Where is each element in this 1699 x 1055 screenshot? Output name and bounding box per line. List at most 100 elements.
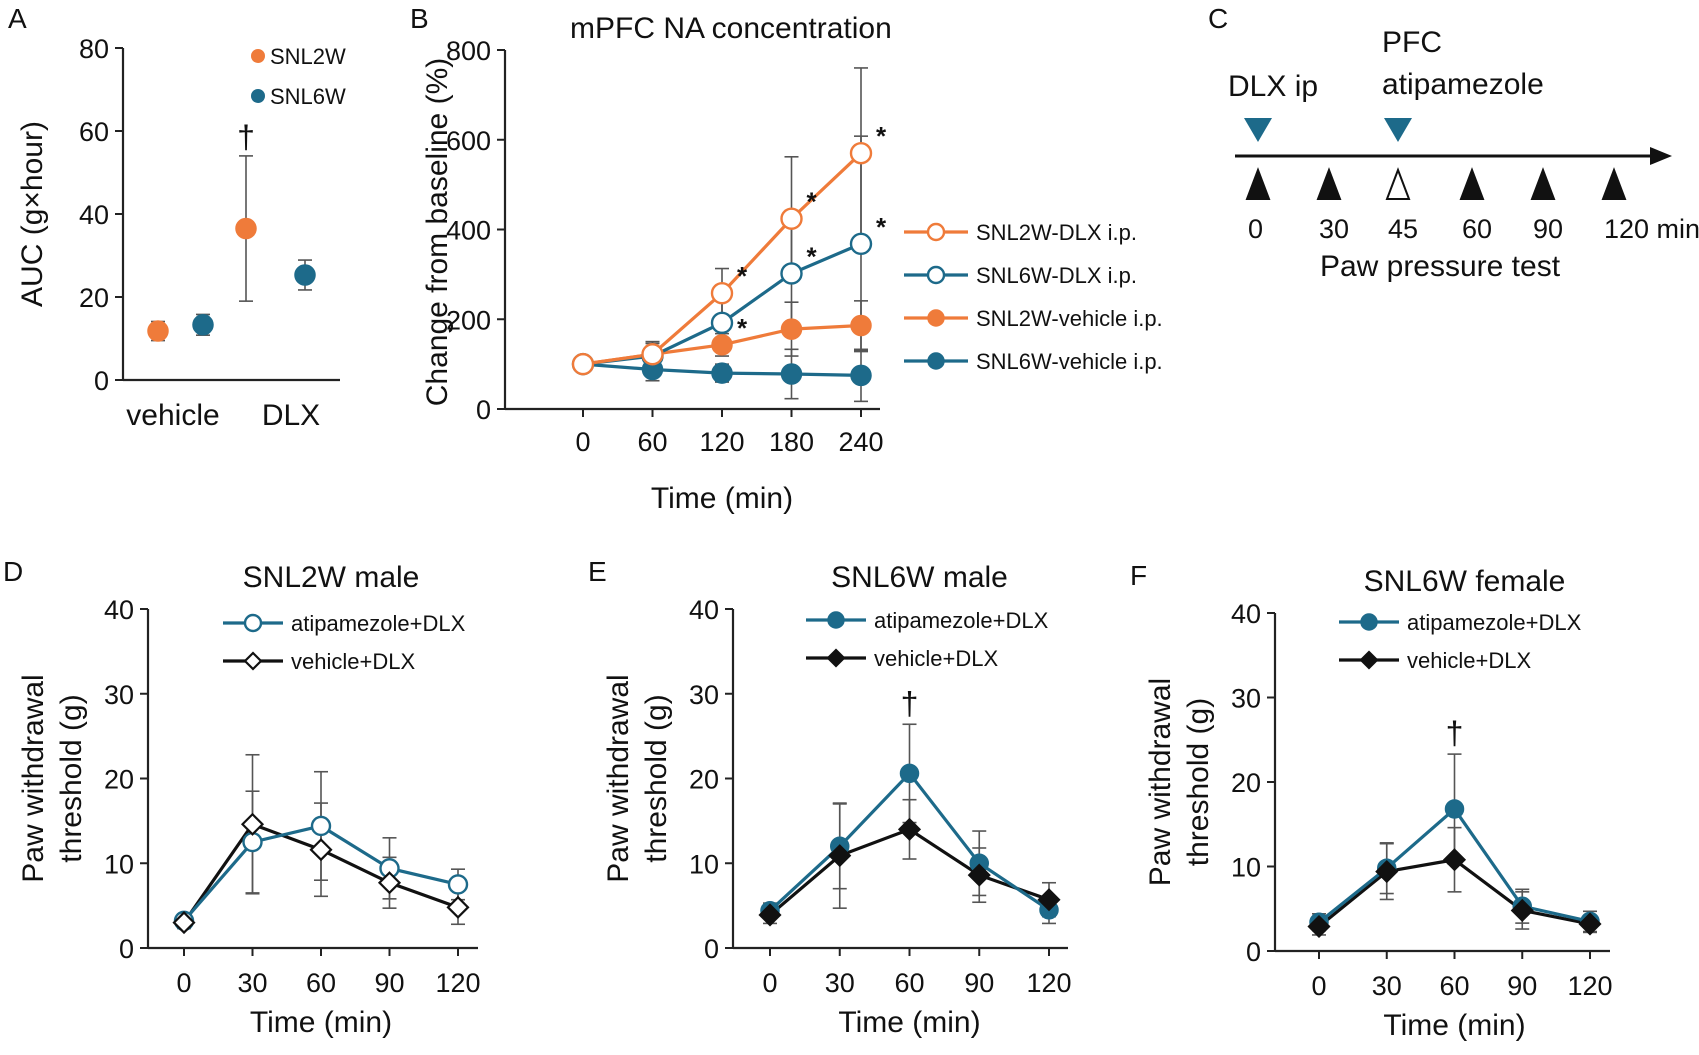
x-tick-label: 120 <box>435 968 480 998</box>
data-point-snl2w-dlx-i-p <box>849 142 873 165</box>
y-tick-label: 20 <box>79 283 109 313</box>
significance-star: * <box>737 313 748 343</box>
significance-dagger: † <box>901 685 919 721</box>
panel-label: D <box>3 556 23 587</box>
data-point-vehicle-dlx <box>446 895 470 919</box>
significance-star: * <box>876 121 887 151</box>
data-point-vehicle-dlx <box>828 844 852 868</box>
x-tick-label: 120 <box>1567 971 1612 1001</box>
y-tick-label: 30 <box>689 680 719 710</box>
y-axis-label: threshold (g) <box>1182 698 1215 866</box>
x-axis-label: Time (min) <box>1383 1009 1525 1042</box>
test-marker-filled <box>1245 167 1271 200</box>
significance-dagger: † <box>1446 715 1464 751</box>
x-tick-label: 240 <box>838 427 883 457</box>
y-tick-label: 10 <box>1231 853 1261 883</box>
legend-marker-snl2w-dlx-i-p <box>926 222 946 242</box>
legend-label-atipamezole-dlx: atipamezole+DLX <box>291 611 466 636</box>
significance-star: * <box>807 187 818 217</box>
x-tick-label: 90 <box>1507 971 1537 1001</box>
test-marker-filled <box>1316 167 1342 200</box>
legend-label-snl2w-dlx-i-p: SNL2W-DLX i.p. <box>976 220 1137 245</box>
timeline-tick-label: 120 min <box>1604 214 1699 244</box>
y-tick-label: 40 <box>79 200 109 230</box>
data-point-snl2w-vehicle-i-p <box>850 314 872 337</box>
data-point-vehicle-dlx <box>897 817 922 841</box>
timeline-arrowhead <box>1650 147 1672 165</box>
y-tick-label: 40 <box>1231 599 1261 629</box>
data-point-snl6w <box>192 314 214 336</box>
timeline-caption: Paw pressure test <box>1320 250 1561 283</box>
panel-e: E SNL6W male 0 10 20 30 40 0 30 60 90 120 Time (min)… <box>588 556 1072 1039</box>
y-tick-label: 200 <box>446 305 491 335</box>
x-tick-label: 0 <box>176 968 191 998</box>
data-point-vehicle-dlx <box>1375 860 1399 884</box>
y-tick-label: 20 <box>104 765 134 795</box>
legend-label-snl6w: SNL6W <box>270 84 346 109</box>
data-point-vehicle-dlx <box>309 838 333 862</box>
data-point-snl6w-dlx-i-p <box>849 232 873 256</box>
data-point-vehicle-dlx <box>1510 898 1534 922</box>
significance-star: * <box>807 241 818 271</box>
injection-label: DLX ip <box>1228 70 1318 103</box>
data-point-snl2w-dlx-i-p <box>780 207 803 230</box>
legend-marker-vehicle-dlx <box>243 651 263 671</box>
legend-label-snl2w: SNL2W <box>270 44 346 69</box>
data-point-snl2w-dlx-i-p <box>571 352 595 376</box>
chart-title: SNL6W female <box>1364 565 1566 598</box>
y-tick-label: 60 <box>79 117 109 147</box>
data-point-snl2w-vehicle-i-p <box>780 318 803 340</box>
panel-c: C DLX ip PFC atipamezole 0 30 45 60 90 120 min Paw… <box>1208 3 1699 283</box>
legend-marker-snl6w-dlx-i-p <box>926 265 946 285</box>
y-axis-label: Paw withdrawal <box>1144 678 1177 886</box>
x-axis-label: Time (min) <box>651 482 793 515</box>
y-tick-label: 0 <box>704 934 719 964</box>
panel-f: F SNL6W female 0 10 20 30 40 0 30 60 90 120 Time (mi… <box>1130 560 1613 1042</box>
legend-marker-atipamezole-dlx <box>243 613 263 633</box>
data-point-snl6w-vehicle-i-p <box>780 363 803 385</box>
y-axis-label: Paw withdrawal <box>602 674 635 882</box>
timeline-tick-label: 90 <box>1533 214 1563 244</box>
panel-label: B <box>410 3 429 34</box>
y-axis-label: AUC (g×hour) <box>16 121 49 307</box>
legend-label-snl2w-vehicle-i-p: SNL2W-vehicle i.p. <box>976 306 1163 331</box>
chart-title: mPFC NA concentration <box>570 12 892 45</box>
panel-label: A <box>8 3 27 34</box>
test-marker-filled <box>1601 167 1627 200</box>
data-point-snl6w-dlx-i-p <box>710 311 734 335</box>
data-point-atipamezole-dlx <box>1444 799 1465 819</box>
data-point-snl2w-vehicle-i-p <box>711 334 733 356</box>
significance-star: * <box>737 261 748 291</box>
y-tick-label: 10 <box>689 849 719 879</box>
data-point-vehicle-dlx <box>1442 848 1467 872</box>
x-tick-label: 60 <box>637 427 667 457</box>
y-tick-label: 600 <box>446 126 491 156</box>
legend-label-vehicle-dlx: vehicle+DLX <box>1407 648 1531 673</box>
y-tick-label: 0 <box>94 366 109 396</box>
x-tick-label: 0 <box>575 427 590 457</box>
y-axis-label: Change from baseline (%) <box>421 58 454 407</box>
legend-marker-vehicle-dlx <box>826 648 846 668</box>
panel-d: D SNL2W male 0 10 20 30 40 0 30 60 90 120 Time (min)… <box>3 556 481 1039</box>
x-tick-label: 120 <box>699 427 744 457</box>
x-tick-label: 60 <box>1439 971 1469 1001</box>
x-tick-label: 90 <box>964 968 994 998</box>
legend-marker-atipamezole-dlx <box>827 611 845 629</box>
injection-marker <box>1384 118 1412 142</box>
legend-marker-snl6w-vehicle-i-p <box>927 352 945 370</box>
y-tick-label: 0 <box>476 395 491 425</box>
x-tick-label: 0 <box>1311 971 1326 1001</box>
data-point-snl2w <box>235 217 257 240</box>
y-tick-label: 0 <box>119 934 134 964</box>
y-tick-label: 20 <box>689 765 719 795</box>
timeline-tick-label: 45 <box>1388 214 1418 244</box>
y-axis-label: threshold (g) <box>640 694 673 862</box>
y-axis-label: threshold (g) <box>55 694 88 862</box>
legend-label-snl6w-dlx-i-p: SNL6W-DLX i.p. <box>976 263 1137 288</box>
data-point-snl6w-dlx-i-p <box>780 262 803 285</box>
y-axis-label: Paw withdrawal <box>17 674 50 882</box>
x-tick-label: 30 <box>825 968 855 998</box>
data-point-snl2w-dlx-i-p <box>710 282 734 305</box>
data-point-atipamezole-dlx <box>447 874 469 895</box>
